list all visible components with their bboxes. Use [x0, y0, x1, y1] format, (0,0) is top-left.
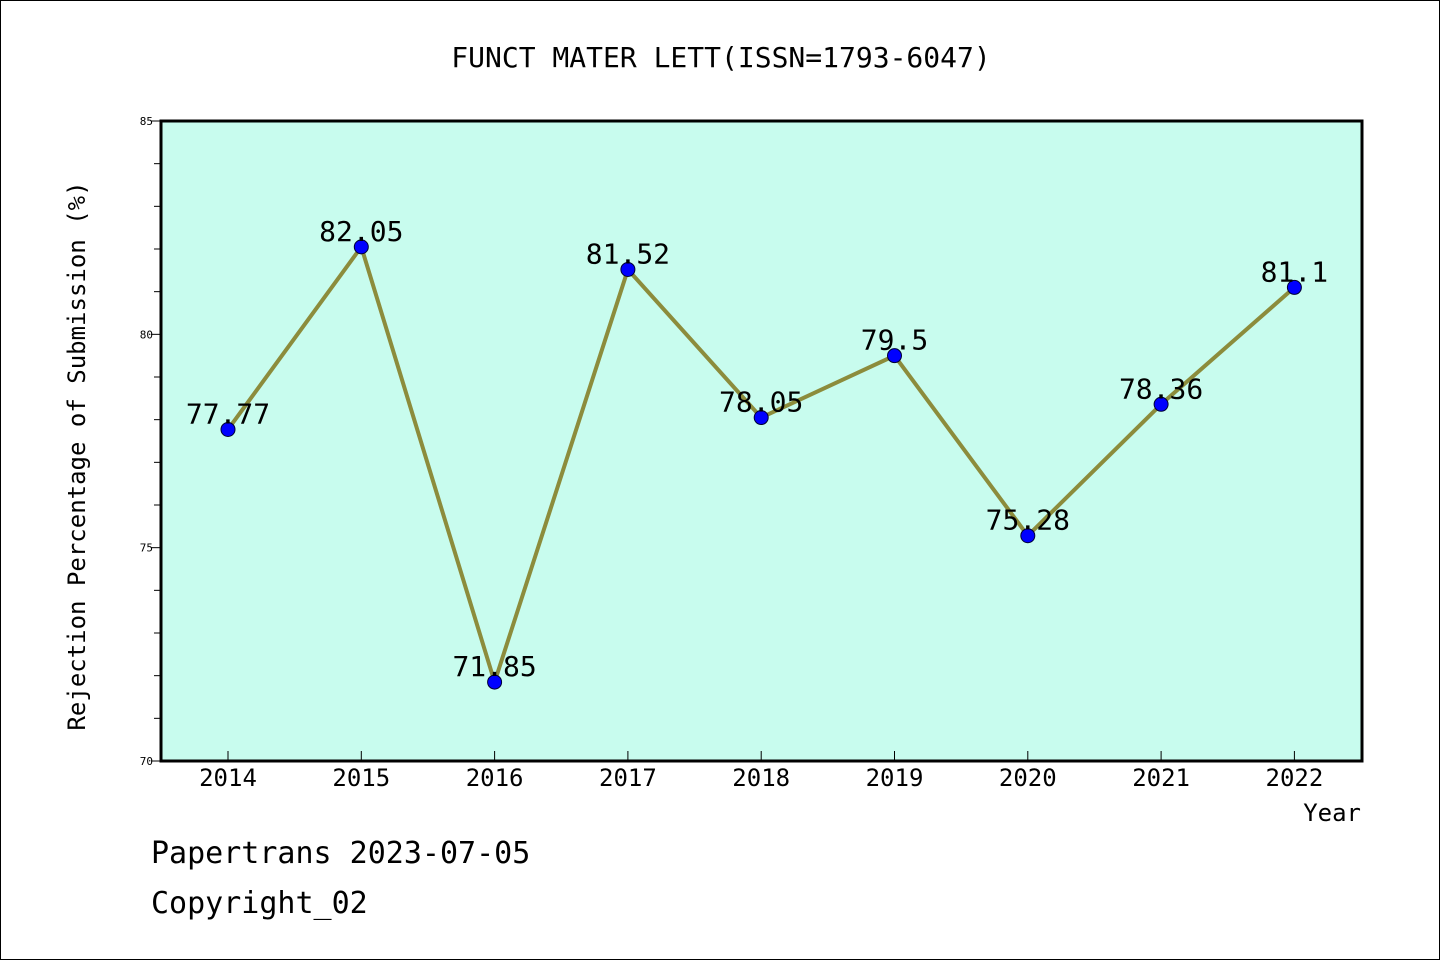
- x-tick-label: 2018: [732, 764, 790, 792]
- data-label: 82.05: [319, 215, 403, 248]
- y-tick-label: 85: [140, 115, 153, 128]
- data-label: 71.85: [452, 650, 536, 683]
- data-label: 81.1: [1261, 255, 1328, 288]
- y-axis-label: Rejection Percentage of Submission (%): [63, 181, 91, 730]
- plot-area: [159, 119, 1364, 763]
- y-tick-label: 75: [140, 542, 153, 555]
- y-axis: 70 75 80 85: [140, 115, 161, 768]
- footer-date: Papertrans 2023-07-05: [151, 836, 531, 871]
- data-label: 81.52: [586, 237, 670, 270]
- x-tick-label: 2020: [999, 764, 1057, 792]
- data-labels: 77.77 82.05 71.85 81.52 78.05 79.5 75.28 78.36 8…: [186, 215, 1328, 683]
- data-point: [1153, 396, 1169, 412]
- data-label: 77.77: [186, 397, 270, 430]
- data-label: 75.28: [986, 504, 1070, 537]
- x-axis-label: Year: [1303, 799, 1361, 827]
- x-tick-label: 2021: [1132, 764, 1190, 792]
- data-point: [1286, 279, 1302, 295]
- data-label: 78.36: [1119, 372, 1203, 405]
- data-label: 78.05: [719, 386, 803, 419]
- data-point: [887, 348, 902, 364]
- data-point: [487, 674, 503, 690]
- x-tick-label: 2014: [199, 764, 257, 792]
- data-point: [1020, 528, 1036, 544]
- data-point: [620, 261, 636, 277]
- data-point: [220, 421, 236, 437]
- x-tick-label: 2015: [332, 764, 390, 792]
- y-tick-label: 80: [140, 328, 153, 341]
- x-tick-label: 2016: [466, 764, 524, 792]
- x-axis: 2014 2015 2016 2017 2018 2019 2020 2021 2022: [199, 751, 1323, 792]
- y-tick-label: 70: [140, 755, 153, 768]
- x-tick-label: 2017: [599, 764, 657, 792]
- chart-title: FUNCT MATER LETT(ISSN=1793-6047): [451, 41, 990, 74]
- footer-copyright: Copyright_02: [151, 886, 368, 921]
- data-point: [753, 410, 769, 426]
- data-points: [220, 239, 1302, 690]
- x-tick-label: 2022: [1266, 764, 1324, 792]
- x-tick-label: 2019: [866, 764, 924, 792]
- data-point: [353, 239, 369, 255]
- data-label: 79.5: [861, 324, 928, 357]
